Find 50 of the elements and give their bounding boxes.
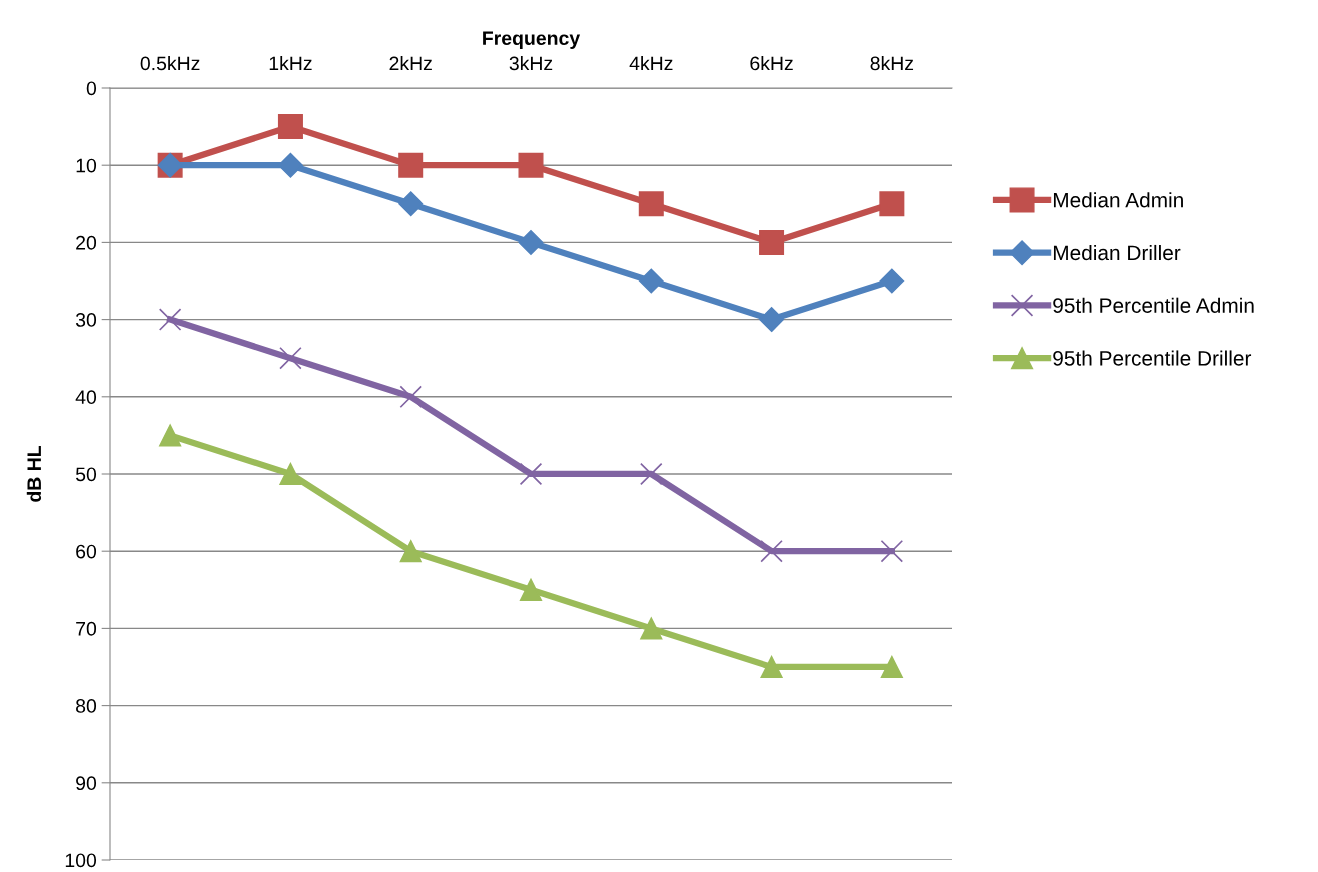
y-tick-label: 80: [76, 699, 97, 713]
x-tick-label: 8kHz: [870, 55, 914, 71]
point: [759, 229, 785, 255]
point: [640, 617, 663, 640]
legend-label: 95th Percentile Driller: [1053, 350, 1252, 366]
y-tick-label: 20: [76, 235, 97, 250]
point: [158, 308, 182, 331]
point: [399, 540, 422, 563]
y-tick-label: 60: [76, 544, 97, 559]
point: [398, 191, 424, 217]
point: [760, 539, 783, 563]
y-tick-label: 70: [76, 621, 97, 636]
point: [880, 655, 903, 679]
point: [519, 578, 543, 601]
point: [759, 307, 785, 333]
legend-label: 95th Percentile Admin: [1053, 297, 1254, 313]
y-tick-label: 30: [75, 313, 97, 327]
point: [279, 346, 302, 370]
x-tick-label: 3kHz: [509, 55, 553, 71]
x-tick-label: 0.5kHz: [140, 55, 200, 71]
point: [879, 191, 905, 217]
legend-label: Median Driller: [1053, 244, 1181, 261]
y-tick-label: 50: [75, 467, 97, 482]
point: [519, 462, 543, 486]
point: [640, 462, 663, 486]
point: [518, 229, 544, 255]
point: [277, 114, 303, 140]
point: [518, 152, 544, 178]
point: [398, 152, 424, 178]
y-tick-label: 90: [76, 776, 97, 791]
point: [638, 268, 664, 294]
x-tick-label: 1kHz: [269, 55, 312, 71]
point: [880, 539, 904, 563]
point: [279, 462, 302, 486]
y-tick-label: 100: [65, 853, 97, 868]
point: [879, 268, 905, 294]
y-tick-label: 40: [75, 390, 97, 405]
y-axis-title: dB HL: [26, 445, 42, 502]
legend-label: Median Admin: [1053, 192, 1183, 208]
y-tick-label: 10: [76, 158, 97, 173]
point: [638, 191, 664, 217]
x-tick-label: 6kHz: [750, 55, 793, 71]
point: [760, 655, 783, 679]
point: [399, 385, 422, 409]
y-tick-label: 0: [86, 81, 97, 96]
x-tick-label: 4kHz: [629, 55, 673, 71]
x-tick-label: 2kHz: [389, 55, 432, 71]
point: [277, 152, 303, 178]
point: [159, 424, 182, 447]
x-axis-title: Frequency: [483, 31, 581, 49]
